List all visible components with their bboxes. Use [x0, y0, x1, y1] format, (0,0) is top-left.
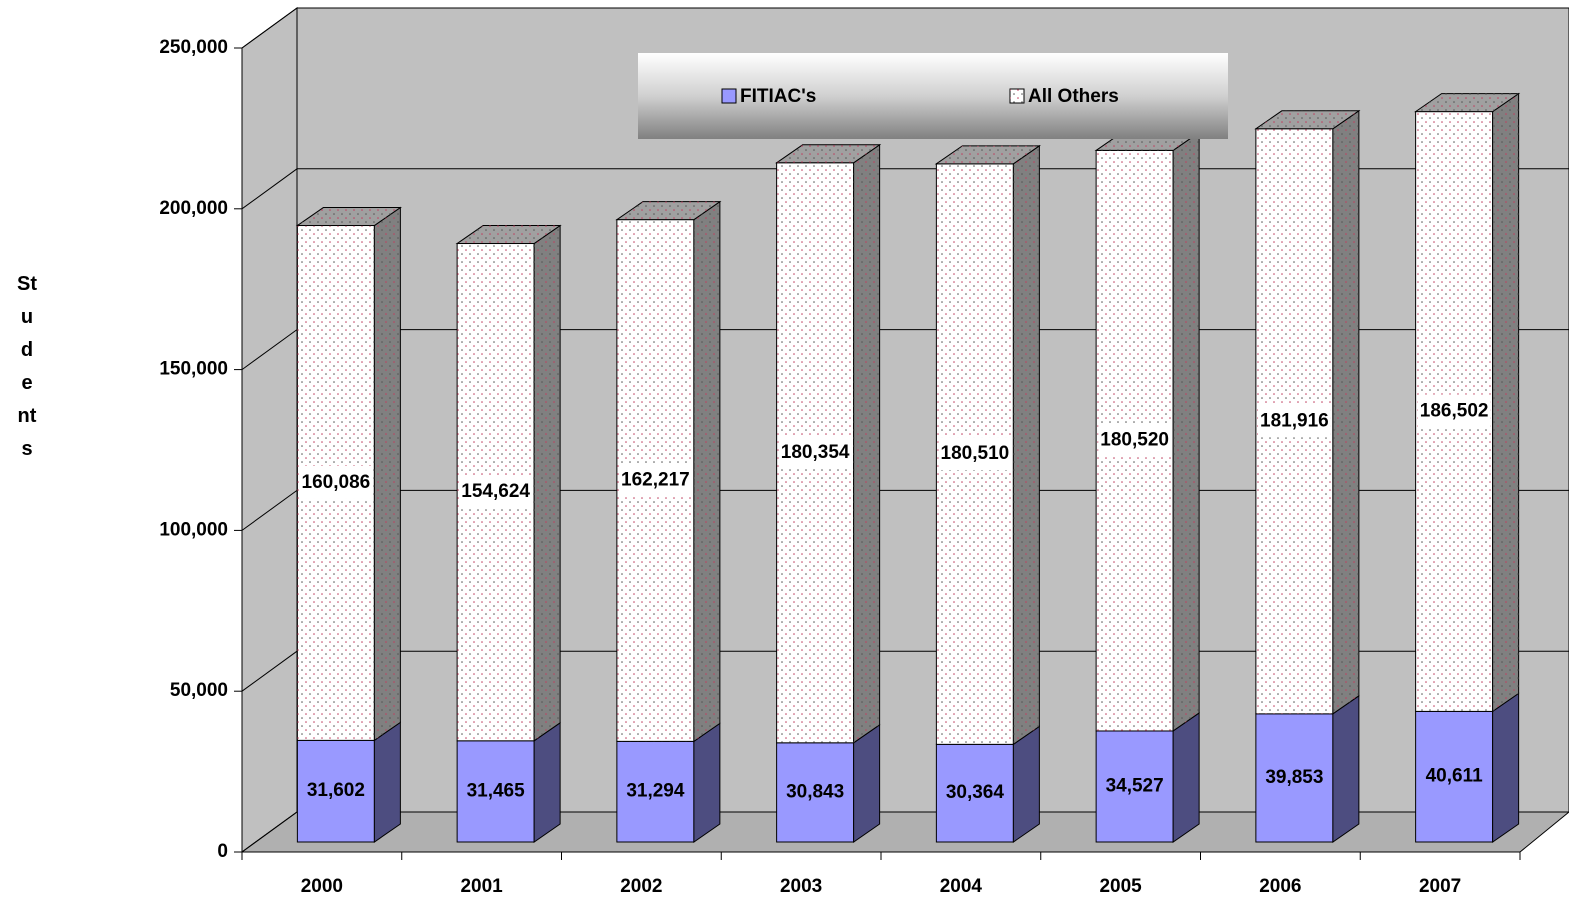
- y-tick-label: 50,000: [170, 680, 228, 701]
- bar-top-texture: [1255, 110, 1359, 129]
- value-label-box: [778, 435, 852, 469]
- floor: [240, 811, 1569, 853]
- x-tick-label: 2007: [1419, 876, 1461, 897]
- bar-side: [1332, 694, 1360, 843]
- bar: [935, 743, 1014, 843]
- value-label-box: [619, 463, 692, 497]
- bar-side-texture: [1492, 93, 1519, 712]
- value-label: 180,510: [941, 443, 1010, 464]
- legend-label: FITIAC's: [740, 86, 816, 107]
- x-tick-label: 2006: [1259, 876, 1301, 897]
- value-label: 34,527: [1106, 775, 1164, 796]
- value-label: 31,602: [307, 780, 365, 801]
- value-label-box: [299, 465, 373, 499]
- bar-side: [1172, 712, 1200, 843]
- value-label: 39,853: [1265, 767, 1323, 788]
- side-wall: [241, 7, 298, 853]
- grid-line: [241, 329, 298, 371]
- bar-side: [853, 723, 881, 843]
- bar: [776, 742, 855, 843]
- bar-top-texture: [936, 145, 1040, 164]
- grid-line: [241, 7, 298, 49]
- legend-swatch: [721, 88, 737, 104]
- x-tick-label: 2005: [1099, 876, 1142, 897]
- value-label-box: [1417, 394, 1491, 428]
- bar-top-texture: [616, 201, 720, 220]
- x-tick-label: 2004: [940, 876, 983, 897]
- bar-side-texture: [374, 207, 401, 741]
- bar: [296, 739, 375, 843]
- grid-line: [241, 489, 298, 531]
- y-tick-label: 0: [217, 841, 228, 862]
- x-tick-label: 2003: [780, 876, 822, 897]
- value-label: 40,611: [1426, 766, 1483, 787]
- bar-side-texture: [1013, 145, 1040, 745]
- bar: [1255, 713, 1334, 843]
- bar-top-texture: [457, 225, 561, 244]
- grid-line: [241, 650, 298, 692]
- value-label: 180,354: [781, 442, 850, 463]
- value-label-box: [938, 437, 1012, 471]
- bar-top-texture: [1415, 93, 1519, 112]
- value-label-box: [1258, 404, 1331, 438]
- value-label: 162,217: [621, 470, 690, 491]
- bar-side: [1012, 725, 1040, 843]
- bar-side: [693, 722, 721, 843]
- value-label: 186,502: [1420, 401, 1489, 422]
- y-tick-label: 200,000: [159, 198, 228, 219]
- value-label-box: [459, 475, 533, 509]
- bar-side-texture: [1173, 132, 1200, 731]
- y-tick-label: 100,000: [159, 519, 228, 540]
- y-tick-label: 150,000: [159, 359, 228, 380]
- bar-side: [373, 721, 401, 843]
- value-label: 31,294: [626, 781, 685, 802]
- x-tick-label: 2000: [301, 876, 343, 897]
- y-axis-label: Students: [17, 273, 37, 460]
- y-tick-label: 250,000: [159, 37, 228, 58]
- bar-top-texture: [297, 207, 401, 226]
- bar: [616, 740, 695, 843]
- value-label: 181,916: [1260, 410, 1329, 431]
- bar: [456, 740, 535, 843]
- value-label: 31,465: [467, 780, 526, 801]
- legend-swatch-texture: [1010, 89, 1024, 103]
- x-tick-label: 2002: [620, 876, 662, 897]
- bar-side: [533, 721, 561, 843]
- value-label: 180,520: [1100, 430, 1169, 451]
- grid-line: [241, 811, 298, 853]
- bar-side-texture: [693, 201, 720, 742]
- value-label: 154,624: [461, 481, 530, 502]
- bar-top-texture: [776, 144, 880, 163]
- value-label: 30,843: [786, 781, 844, 802]
- x-tick-label: 2001: [460, 876, 503, 897]
- bar-side-texture: [534, 225, 561, 741]
- value-label: 30,364: [946, 782, 1005, 803]
- bar-side: [1492, 692, 1520, 843]
- grid-line: [241, 168, 298, 210]
- value-label-box: [1098, 423, 1171, 457]
- legend-label: All Others: [1028, 86, 1119, 107]
- bar-side-texture: [853, 144, 880, 743]
- bar-side-texture: [1332, 110, 1359, 714]
- value-label: 160,086: [302, 472, 371, 493]
